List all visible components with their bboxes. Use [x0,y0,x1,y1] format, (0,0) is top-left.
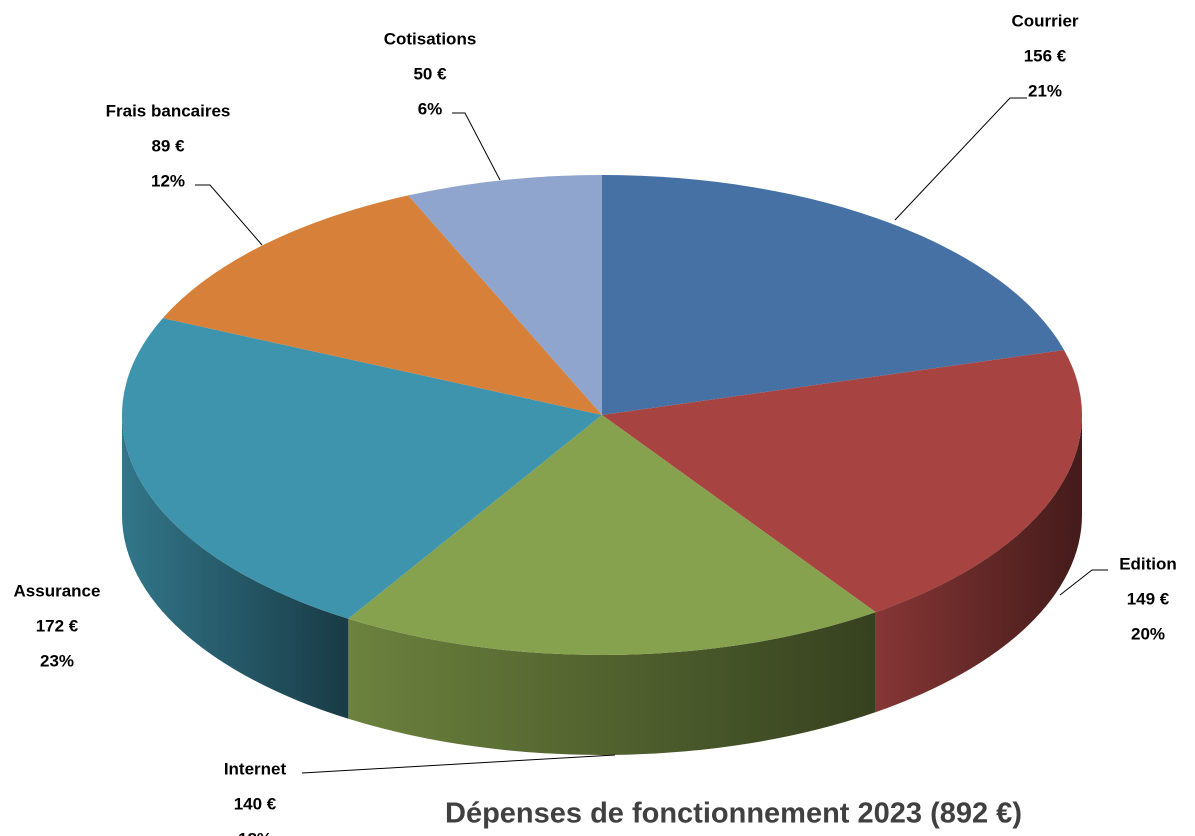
value-label: 89 € [151,136,185,155]
category-label: Courrier [1011,11,1078,30]
leader-line [452,112,501,181]
value-label: 140 € [234,794,277,813]
value-label: 156 € [1024,46,1067,65]
percent-label: 21% [1028,81,1062,100]
leader-line [301,754,616,774]
category-label: Internet [224,759,287,778]
category-label: Assurance [14,581,101,600]
percent-label: 20% [1131,624,1165,643]
slice-side [122,415,349,719]
chart-title: Dépenses de fonctionnement 2023 (892 €) [445,798,1022,830]
slice [408,175,602,415]
value-label: 172 € [36,616,79,635]
leader-line [1059,569,1108,596]
percent-label: 6% [418,99,443,118]
slice [121,318,603,619]
leader-line [894,97,1027,221]
percent-label: 18% [238,829,272,836]
percent-label: 12% [151,171,185,190]
slice [602,349,1083,613]
value-label: 149 € [1127,589,1170,608]
slice-side [875,415,1082,713]
slice-side [348,612,876,755]
slice [348,415,876,655]
slice [162,195,602,415]
category-label: Cotisations [384,29,477,48]
category-label: Edition [1119,554,1177,573]
category-label: Frais bancaires [106,101,231,120]
leader-line [195,184,263,246]
slice [602,175,1065,415]
value-label: 50 € [413,64,447,83]
percent-label: 23% [40,651,74,670]
